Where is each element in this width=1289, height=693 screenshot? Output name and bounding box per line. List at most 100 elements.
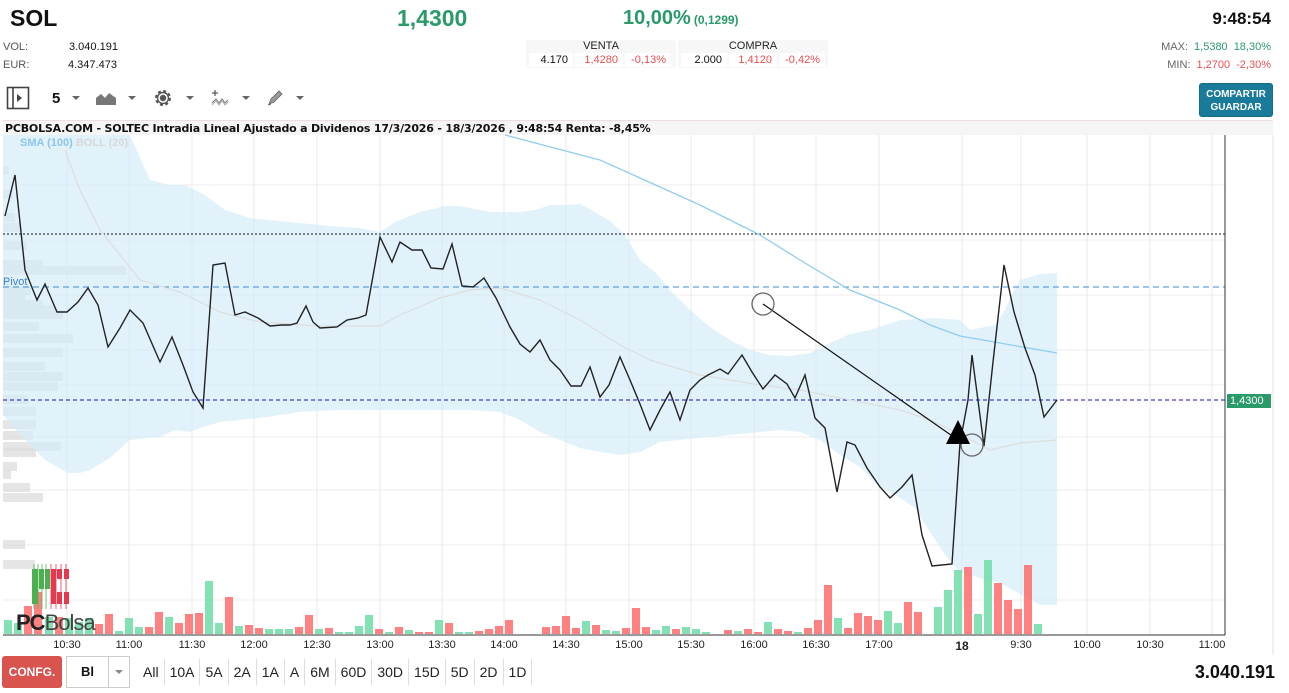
- time-axis-label: 14:30: [552, 639, 580, 651]
- change-pct: 10,00%: [623, 7, 691, 29]
- range-button-2a[interactable]: 2A: [229, 659, 257, 685]
- logo-pc: PC: [16, 610, 46, 635]
- chevron-down-icon: [296, 96, 305, 100]
- time-axis-label: 12:30: [303, 639, 331, 651]
- volume-label: VOL:: [3, 41, 29, 53]
- max-price: 1,5380: [1194, 41, 1228, 53]
- chart-toolbar: 5: [6, 86, 320, 110]
- time-axis-label: 16:00: [740, 639, 768, 651]
- max-pct: 18,30%: [1233, 41, 1271, 53]
- range-selector: All 10A 5A 2A 1A A 6M 60D 30D 15D 5D 2D 1D: [138, 659, 533, 685]
- total-volume: 3.040.191: [1194, 662, 1275, 682]
- time-axis-label: 14:00: [490, 639, 518, 651]
- share-save-button[interactable]: COMPARTIR GUARDAR: [1199, 83, 1273, 117]
- drawing-tools-select[interactable]: [266, 89, 305, 107]
- time-axis-label: 9:30: [1010, 639, 1032, 651]
- config-button[interactable]: CONFG.: [2, 656, 62, 688]
- chart-legend: SMA (100) BOLL (20): [20, 137, 128, 149]
- range-button-6m[interactable]: 6M: [305, 659, 336, 685]
- mode-select[interactable]: Bl: [66, 656, 130, 688]
- logo-bolsa: Bolsa: [44, 610, 96, 635]
- time-axis-label: 16:30: [802, 639, 830, 651]
- drawing-pencil-icon: [268, 90, 283, 106]
- settings-gear-icon: [155, 90, 172, 106]
- range-button-all[interactable]: All: [138, 659, 165, 685]
- min-price: 1,2700: [1196, 59, 1231, 71]
- bottom-bar: CONFG. Bl All 10A 5A 2A 1A A 6M 60D 30D 15D 5D 2D 1D: [2, 656, 533, 688]
- time-axis-label: 11:00: [1198, 639, 1226, 651]
- chart-title: PCBOLSA.COM - SOLTEC Intradia Lineal Aju…: [3, 120, 1273, 135]
- max-row: MAX: 1,5380 18,30%: [1155, 41, 1271, 53]
- volume-bars: [4, 560, 1042, 634]
- time-axis-label: 13:00: [366, 639, 394, 651]
- range-button-1a[interactable]: 1A: [257, 659, 285, 685]
- range-button-5a[interactable]: 5A: [200, 659, 229, 685]
- eur-label: EUR:: [3, 59, 30, 71]
- legend-sma: SMA (100): [20, 137, 73, 149]
- buy-pct: -0,42%: [779, 53, 825, 67]
- range-button-15d[interactable]: 15D: [409, 659, 446, 685]
- interval-select[interactable]: 5: [52, 90, 81, 107]
- last-price: 1,4300: [397, 5, 468, 31]
- save-label: GUARDAR: [1210, 102, 1262, 113]
- bollinger-band: [3, 135, 1057, 605]
- min-row: MIN: 1,2700 -2,30%: [1161, 59, 1271, 71]
- time-axis-label: 12:00: [240, 639, 268, 651]
- sell-label: VENTA: [583, 40, 619, 52]
- sidebar-toggle-button[interactable]: [6, 86, 30, 110]
- change-abs: (0,1299): [693, 13, 739, 27]
- pivot-label: Pivot: [3, 276, 28, 288]
- last-update-time: 9:48:54: [1212, 9, 1271, 28]
- logo-text: PCBolsa: [16, 610, 96, 636]
- time-axis-label: 10:30: [1136, 639, 1164, 651]
- share-label: COMPARTIR: [1206, 89, 1266, 100]
- buy-qty: 2.000: [681, 53, 727, 67]
- time-axis-label: 13:30: [428, 639, 456, 651]
- range-button-30d[interactable]: 30D: [372, 659, 410, 685]
- sell-price: 1,4280: [575, 53, 623, 67]
- time-axis-label: 10:30: [53, 639, 81, 651]
- drawing-annotations: [751, 292, 984, 457]
- time-axis-label: 15:00: [615, 639, 643, 651]
- mode-label: Bl: [67, 657, 109, 687]
- price-change: 10,00% (0,1299): [623, 7, 739, 30]
- chart-type-select[interactable]: [96, 91, 137, 105]
- range-button-2d[interactable]: 2D: [475, 659, 504, 685]
- time-axis-label: 10:00: [1073, 639, 1101, 651]
- time-axis-label: 11:30: [178, 639, 206, 651]
- chevron-down-icon: [72, 96, 81, 100]
- sell-qty: 4.170: [529, 53, 573, 67]
- volume-row: VOL: 3.040.191: [3, 41, 118, 53]
- range-button-1d[interactable]: 1D: [504, 659, 533, 685]
- time-axis-label: 18: [955, 639, 969, 653]
- range-button-60d[interactable]: 60D: [336, 659, 373, 685]
- min-pct: -2,30%: [1236, 59, 1271, 71]
- order-book-sell: VENTA 4.170 1,4280 -0,13%: [526, 40, 676, 68]
- eur-row: EUR: 4.347.473: [3, 59, 117, 71]
- chevron-down-icon: [242, 96, 251, 100]
- pcbolsa-logo: [14, 564, 84, 614]
- current-price-tag: 1,4300: [1227, 394, 1271, 408]
- range-button-10a[interactable]: 10A: [165, 659, 201, 685]
- ticker-symbol: SOL: [10, 5, 58, 31]
- sell-pct: -0,13%: [625, 53, 671, 67]
- chart-type-icon: [96, 93, 117, 105]
- time-axis-label: 11:00: [115, 639, 143, 651]
- min-label: MIN:: [1167, 59, 1191, 71]
- chevron-down-icon: [186, 96, 195, 100]
- indicators-select[interactable]: [210, 89, 251, 107]
- max-label: MAX:: [1161, 41, 1189, 53]
- mode-dropdown-button[interactable]: [109, 657, 129, 687]
- settings-select[interactable]: [152, 87, 195, 109]
- range-button-a[interactable]: A: [285, 659, 306, 685]
- chart-lines: [3, 134, 1226, 636]
- order-book-buy: COMPRA 2.000 1,4120 -0,42%: [678, 40, 828, 68]
- range-button-5d[interactable]: 5D: [446, 659, 475, 685]
- indicators-icon: [211, 90, 229, 106]
- time-axis-label: 15:30: [677, 639, 705, 651]
- buy-price: 1,4120: [729, 53, 777, 67]
- volume-value: 3.040.191: [69, 41, 118, 53]
- legend-boll: BOLL (20): [75, 137, 129, 149]
- logo-candles-icon: [32, 564, 69, 609]
